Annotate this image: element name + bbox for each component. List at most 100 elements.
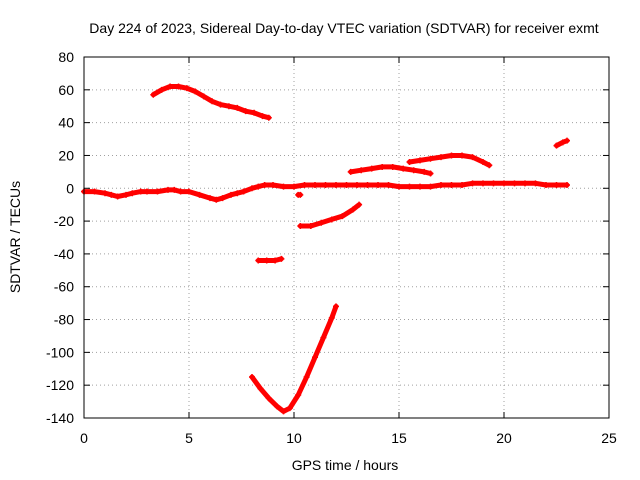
data-point: [406, 183, 413, 190]
data-point: [280, 408, 287, 415]
y-tick-label: -80: [54, 312, 74, 328]
data-point: [396, 183, 402, 190]
data-point: [265, 114, 272, 121]
data-point: [129, 190, 136, 197]
data-point: [265, 395, 272, 402]
data-point: [417, 183, 423, 190]
data-point: [421, 168, 428, 175]
y-tick-label: 80: [58, 49, 74, 65]
data-point: [217, 101, 224, 108]
data-point: [438, 181, 444, 188]
data-point: [553, 142, 560, 149]
y-tick-label: -120: [46, 377, 74, 393]
y-tick-label: 40: [58, 115, 74, 131]
data-point: [448, 152, 455, 159]
y-tick-label: -20: [54, 213, 74, 229]
x-tick-label: 10: [286, 430, 302, 446]
data-point: [328, 314, 335, 321]
data-point: [511, 180, 518, 187]
data-series: [553, 137, 570, 149]
x-axis-label: GPS time / hours: [292, 457, 399, 473]
data-point: [564, 137, 570, 144]
data-point: [543, 181, 549, 188]
data-point: [114, 193, 121, 200]
data-point: [102, 190, 108, 197]
data-point: [228, 191, 234, 198]
data-point: [207, 195, 213, 202]
data-point: [358, 167, 365, 174]
series-track: [255, 256, 284, 263]
data-point: [257, 385, 264, 392]
data-point: [297, 223, 304, 230]
data-point: [532, 180, 539, 187]
data-point: [385, 181, 392, 188]
data-point: [274, 403, 281, 410]
x-axis-ticks: 0 5 10 15 20 25: [80, 57, 617, 446]
data-point: [312, 354, 318, 361]
y-tick-label: -140: [46, 410, 74, 426]
data-point: [333, 181, 339, 188]
data-point: [459, 181, 465, 188]
data-point: [177, 188, 184, 195]
series-track: [249, 303, 339, 414]
data-series: [150, 83, 272, 121]
data-point: [175, 83, 182, 90]
data-points: [81, 83, 570, 415]
y-tick-label: -60: [54, 279, 74, 295]
series-track: [297, 202, 362, 229]
data-series: [81, 180, 570, 203]
data-point: [379, 163, 386, 170]
x-tick-label: 20: [496, 430, 512, 446]
data-point: [354, 181, 360, 188]
data-point: [364, 181, 371, 188]
data-point: [303, 373, 310, 380]
data-series: [406, 152, 493, 169]
data-point: [553, 181, 560, 188]
data-point: [259, 113, 266, 120]
data-point: [343, 181, 350, 188]
data-point: [270, 181, 276, 188]
data-point: [263, 257, 270, 264]
data-point: [469, 154, 476, 161]
data-point: [307, 223, 314, 230]
data-point: [286, 405, 293, 412]
data-point: [171, 186, 178, 193]
grid-lines: [84, 57, 609, 418]
data-series: [297, 201, 363, 230]
data-point: [427, 183, 434, 190]
y-axis-ticks: -140 -120 -100 -80 -60 -40 -20 0 20 40 60 80: [46, 49, 609, 426]
data-point: [564, 181, 570, 188]
data-point: [339, 213, 346, 220]
data-point: [427, 170, 434, 177]
data-point: [219, 195, 226, 202]
x-tick-label: 15: [391, 430, 407, 446]
data-point: [356, 201, 363, 208]
data-point: [480, 159, 486, 166]
y-tick-label: 60: [58, 82, 74, 98]
data-point: [448, 181, 455, 188]
data-point: [480, 180, 486, 187]
x-tick-label: 5: [185, 430, 193, 446]
data-point: [209, 98, 216, 105]
data-point: [249, 185, 255, 192]
y-tick-label: -40: [54, 246, 74, 262]
data-point: [459, 152, 465, 159]
data-point: [501, 180, 507, 187]
data-point: [322, 181, 329, 188]
data-point: [349, 206, 356, 213]
data-point: [417, 157, 423, 164]
data-point: [375, 181, 381, 188]
data-series: [255, 255, 285, 264]
data-point: [251, 109, 258, 116]
data-point: [255, 183, 262, 190]
data-point: [280, 183, 287, 190]
data-point: [186, 188, 192, 195]
data-point: [261, 181, 268, 188]
data-point: [318, 219, 325, 226]
x-tick-label: 0: [80, 430, 88, 446]
data-point: [255, 257, 262, 264]
data-point: [154, 188, 161, 195]
data-point: [183, 85, 190, 92]
data-point: [196, 191, 203, 198]
data-point: [559, 139, 566, 146]
